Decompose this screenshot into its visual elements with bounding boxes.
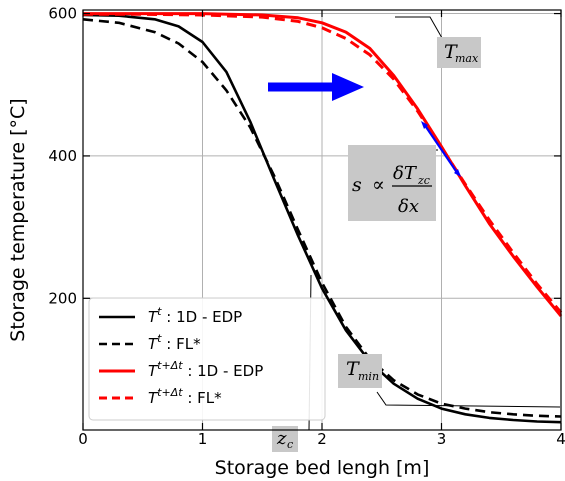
axis-ticks: 0 1 2 3 4 200 400 600 xyxy=(48,5,565,448)
svg-text:z: z xyxy=(276,428,287,449)
tmin-annotation: T min xyxy=(338,354,382,388)
svg-text:zc: zc xyxy=(417,174,430,187)
y-tick-label-2: 600 xyxy=(48,5,77,23)
series-line-0 xyxy=(82,13,562,424)
svg-text:δx: δx xyxy=(398,196,419,217)
svg-text:δT: δT xyxy=(393,163,418,184)
legend-label-3: Tt+Δt : FL* xyxy=(148,386,222,407)
legend-label-2: Tt+Δt : 1D - EDP xyxy=(148,359,263,380)
svg-text:T: T xyxy=(444,41,458,63)
series-lines xyxy=(82,12,563,424)
tmin-subscript: min xyxy=(358,370,379,383)
svg-text:∝: ∝ xyxy=(372,174,385,196)
legend-label-1: Tt : FL* xyxy=(148,332,201,353)
y-tick-label-1: 400 xyxy=(48,147,77,165)
tmax-subscript: max xyxy=(455,52,479,65)
x-axis-label: Storage bed lengh [m] xyxy=(215,457,430,479)
legend-label-0: Tt : 1D - EDP xyxy=(148,305,242,326)
series-line-1 xyxy=(82,18,562,418)
tmax-annotation: T max xyxy=(437,37,481,68)
x-tick-label-4: 4 xyxy=(556,430,565,448)
series-line-3 xyxy=(83,12,563,314)
propagation-arrow xyxy=(268,73,364,101)
y-tick-label-0: 200 xyxy=(48,289,77,307)
y-axis-label: Storage temperature [°C] xyxy=(7,98,29,341)
slope-tangent xyxy=(421,121,461,177)
x-tick-label-1: 1 xyxy=(198,430,208,448)
slope-annotation: s ∝ δT zc δx xyxy=(348,145,436,221)
legend-box xyxy=(88,297,326,421)
x-tick-label-2: 2 xyxy=(317,430,327,448)
x-tick-label-3: 3 xyxy=(437,430,447,448)
legend: Tt : 1D - EDP Tt : FL* Tt+Δt : 1D - EDP Tt+… xyxy=(88,297,326,421)
svg-text:s: s xyxy=(352,174,362,196)
x-tick-label-0: 0 xyxy=(78,430,88,448)
svg-text:T: T xyxy=(346,358,360,380)
series-line-2 xyxy=(83,12,563,318)
zc-subscript: c xyxy=(287,438,293,451)
